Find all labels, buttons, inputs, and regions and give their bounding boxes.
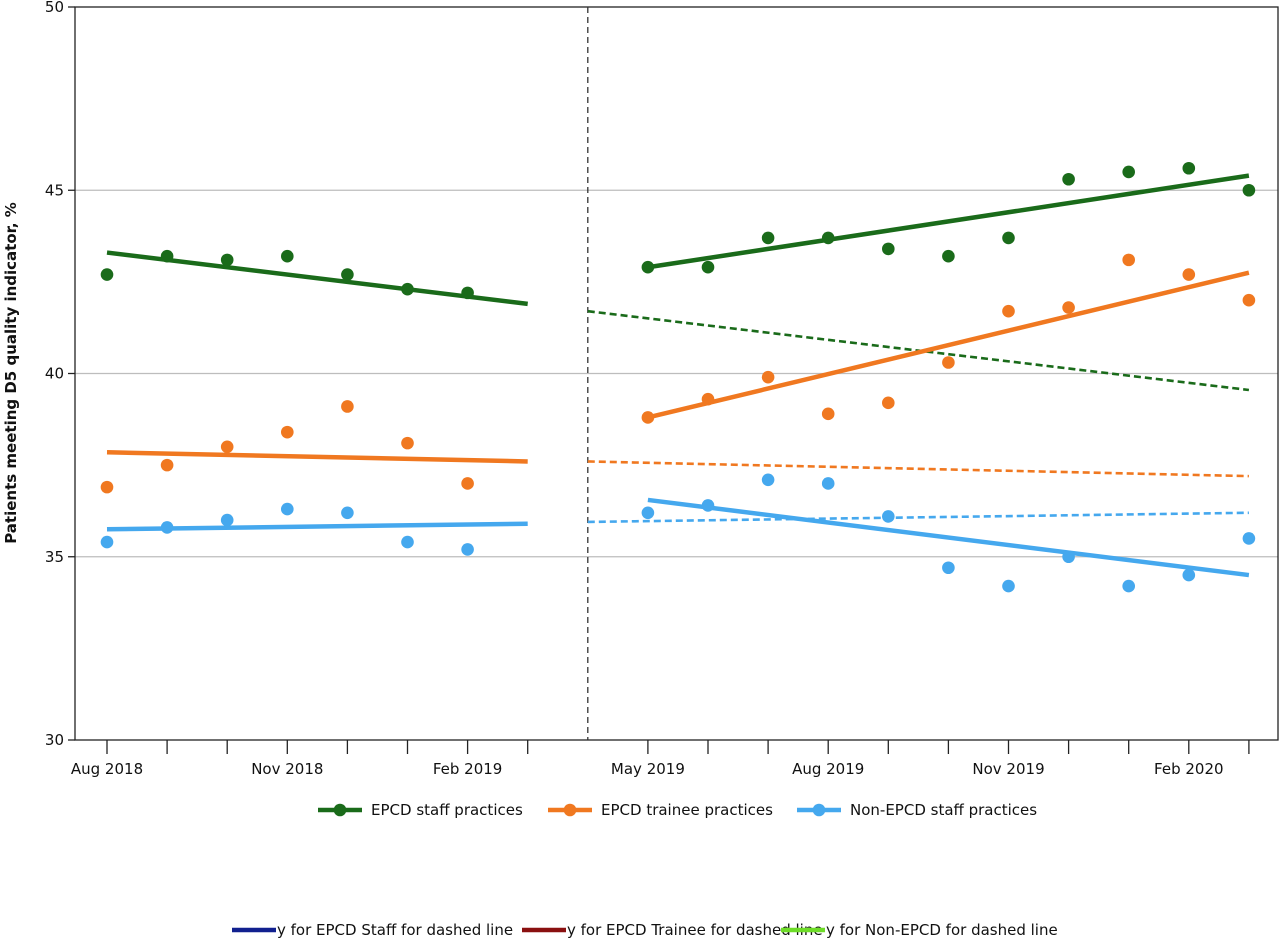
data-point bbox=[1242, 293, 1256, 307]
data-point bbox=[761, 370, 775, 384]
data-point bbox=[761, 473, 775, 487]
y-tick-label: 30 bbox=[45, 731, 64, 749]
legend-label: Non-EPCD staff practices bbox=[850, 801, 1037, 819]
legend-label: EPCD trainee practices bbox=[601, 801, 773, 819]
data-point bbox=[641, 506, 655, 520]
data-point bbox=[220, 513, 234, 527]
data-point bbox=[160, 458, 174, 472]
data-point bbox=[701, 392, 715, 406]
data-point bbox=[882, 242, 895, 256]
data-point bbox=[1122, 579, 1135, 593]
y-tick-label: 40 bbox=[45, 365, 64, 383]
data-point bbox=[1182, 568, 1196, 582]
y-axis-title: Patients meeting D5 quality indicator, % bbox=[2, 202, 20, 544]
x-tick-label: May 2019 bbox=[611, 760, 685, 778]
trend-line-post bbox=[647, 497, 1250, 578]
data-point bbox=[160, 521, 174, 534]
trend-line-post bbox=[647, 270, 1250, 420]
data-point bbox=[1242, 183, 1256, 197]
x-tick-label: Nov 2018 bbox=[251, 760, 323, 778]
data-point bbox=[1002, 579, 1015, 593]
data-points bbox=[100, 161, 1256, 593]
data-point bbox=[821, 231, 835, 245]
data-point bbox=[341, 268, 354, 281]
data-point bbox=[160, 249, 174, 263]
dashed-legend-label: y for EPCD Staff for dashed line bbox=[277, 921, 513, 939]
data-point bbox=[1182, 268, 1196, 281]
data-point bbox=[281, 502, 294, 516]
legend-swatch-marker bbox=[812, 803, 826, 817]
x-tick-label: Nov 2019 bbox=[972, 760, 1044, 778]
data-point bbox=[942, 356, 955, 369]
data-point bbox=[882, 396, 895, 410]
gridlines bbox=[75, 189, 1278, 558]
data-point bbox=[821, 477, 835, 490]
data-point bbox=[281, 249, 294, 263]
data-point bbox=[100, 480, 114, 494]
axes: 30 35 40 45 50 Aug 2018 Nov 2018 Feb 2019 May 20… bbox=[45, 0, 1279, 778]
dashed-line-legend: y for EPCD Staff for dashed line y for EP… bbox=[232, 921, 1058, 939]
data-point bbox=[1002, 304, 1015, 318]
trend-line-pre bbox=[106, 450, 528, 464]
trend-line-post bbox=[647, 173, 1250, 270]
y-tick-label: 35 bbox=[45, 548, 64, 566]
x-tick-label: Aug 2019 bbox=[792, 760, 864, 778]
data-point bbox=[641, 411, 655, 424]
dashed-legend-label: y for Non-EPCD for dashed line bbox=[826, 921, 1058, 939]
data-point bbox=[401, 535, 414, 549]
data-point bbox=[220, 440, 234, 454]
data-point bbox=[1182, 161, 1196, 175]
data-point bbox=[641, 260, 655, 274]
data-point bbox=[701, 260, 715, 274]
data-point bbox=[882, 510, 895, 523]
x-tick-label: Aug 2018 bbox=[71, 760, 143, 778]
data-point bbox=[100, 535, 114, 549]
trend-line-pre bbox=[106, 250, 528, 307]
data-point bbox=[942, 561, 955, 575]
data-point bbox=[942, 249, 955, 263]
data-point bbox=[220, 253, 234, 267]
y-tick-label: 45 bbox=[45, 181, 64, 199]
data-point bbox=[461, 477, 474, 490]
x-tick-label: Feb 2019 bbox=[433, 760, 503, 778]
data-point bbox=[341, 400, 354, 413]
data-point bbox=[461, 543, 474, 556]
counterfactual-dashed-line bbox=[587, 511, 1249, 524]
legend-swatch-marker bbox=[333, 803, 347, 817]
data-point bbox=[1062, 550, 1075, 564]
data-point bbox=[341, 506, 354, 520]
data-point bbox=[701, 499, 715, 512]
data-point bbox=[401, 436, 414, 450]
data-point bbox=[1122, 165, 1135, 179]
legend: EPCD staff practices EPCD trainee practic… bbox=[318, 801, 1037, 819]
trend-line-pre bbox=[106, 521, 528, 532]
data-point bbox=[821, 407, 835, 421]
data-point bbox=[401, 282, 414, 296]
legend-swatch-marker bbox=[563, 803, 577, 817]
x-tick-label: Feb 2020 bbox=[1154, 760, 1224, 778]
y-tick-label: 50 bbox=[45, 0, 64, 16]
data-point bbox=[761, 231, 775, 245]
data-point bbox=[1062, 301, 1075, 314]
trend-lines bbox=[106, 173, 1250, 578]
data-point bbox=[100, 268, 114, 281]
data-point bbox=[1062, 172, 1075, 186]
counterfactual-dashed-line bbox=[587, 460, 1249, 478]
dashed-legend-label: y for EPCD Trainee for dashed line bbox=[567, 921, 823, 939]
data-point bbox=[1122, 253, 1135, 267]
data-point bbox=[1002, 231, 1015, 245]
data-point bbox=[281, 425, 294, 439]
legend-label: EPCD staff practices bbox=[371, 801, 523, 819]
data-point bbox=[1242, 532, 1256, 545]
data-point bbox=[461, 286, 474, 300]
